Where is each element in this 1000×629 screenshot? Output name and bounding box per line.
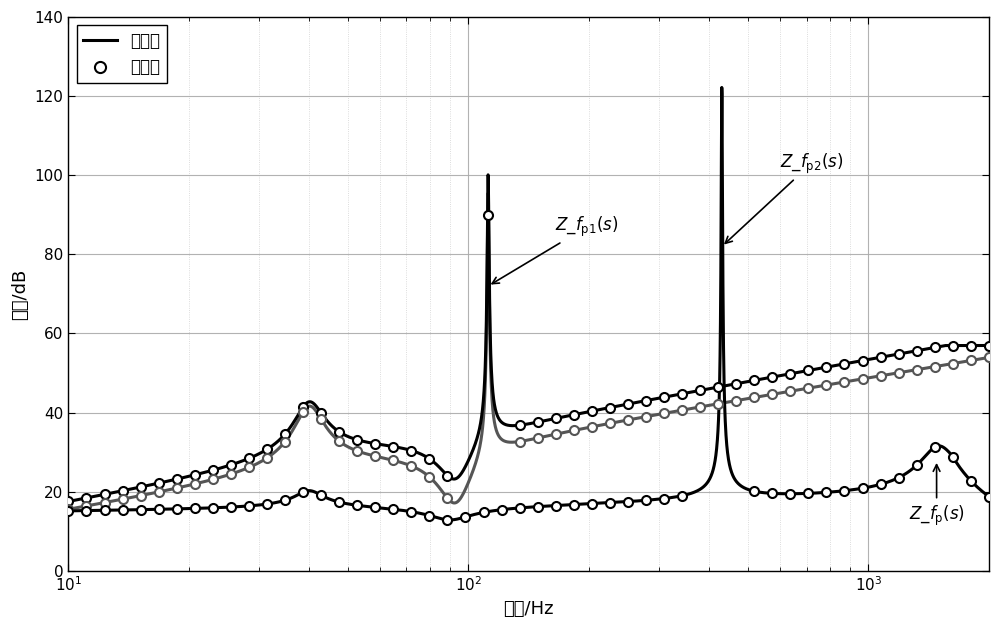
Y-axis label: 幅值/dB: 幅值/dB	[11, 269, 29, 320]
X-axis label: 频率/Hz: 频率/Hz	[503, 600, 554, 618]
Legend: 理论值, 仿真值: 理论值, 仿真值	[77, 25, 167, 83]
Text: $Z\_f_{\mathrm{p1}}(s)$: $Z\_f_{\mathrm{p1}}(s)$	[492, 214, 619, 284]
Text: $Z\_f_{\mathrm{p}}(s)$: $Z\_f_{\mathrm{p}}(s)$	[909, 465, 965, 528]
Text: $Z\_f_{\mathrm{p2}}(s)$: $Z\_f_{\mathrm{p2}}(s)$	[725, 152, 843, 243]
